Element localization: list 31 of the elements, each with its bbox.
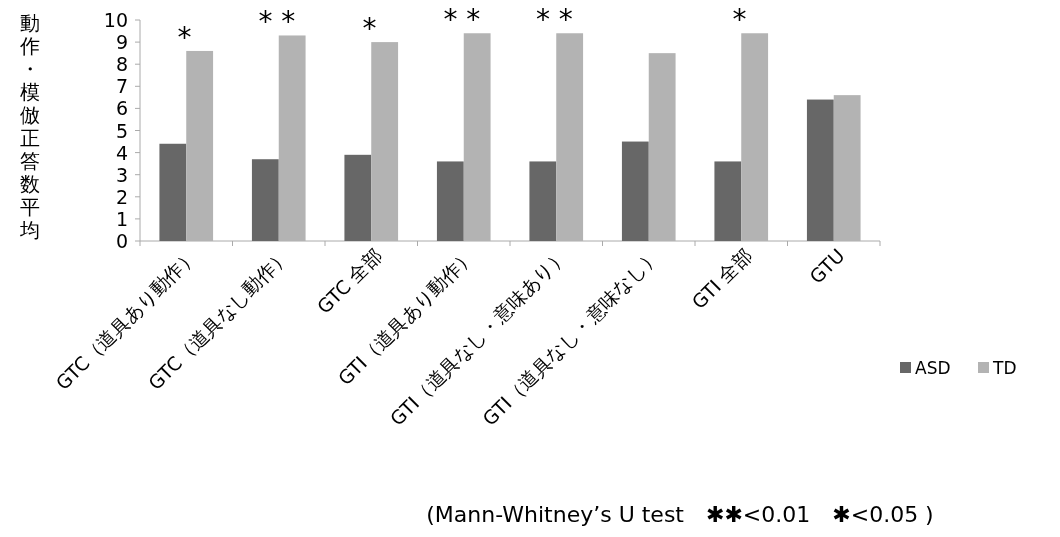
x-tick-label: GTI 全部: [687, 244, 757, 314]
y-tick-label: 9: [115, 31, 128, 54]
annotation: * *: [535, 3, 573, 37]
bar: [436, 161, 464, 241]
y-tick-label: 2: [115, 185, 128, 208]
annotation: *: [732, 3, 747, 37]
y-tick-label: 5: [115, 119, 128, 142]
y-tick-label: 10: [103, 9, 128, 31]
y-tick-label: 0: [115, 230, 128, 252]
annotation: *: [177, 20, 192, 54]
annotation: * *: [258, 5, 296, 39]
bar: [344, 154, 372, 241]
annotation: * *: [443, 3, 481, 37]
x-tick-label: GTC 全部: [312, 244, 387, 318]
y-tick-label: 8: [115, 53, 128, 76]
text: (Mann-Whitney’s U test ✱✱<0.01 ✱<0.05 ): [426, 502, 934, 527]
bar: [714, 161, 742, 241]
bar: [251, 159, 279, 241]
bar: [529, 161, 557, 241]
y-tick-label: 3: [115, 163, 128, 186]
legend-label: ASD: [915, 358, 951, 378]
bar: [806, 99, 834, 241]
y-tick-label: 1: [115, 207, 128, 230]
y-tick-label: 4: [115, 141, 128, 164]
text: 動作・模倣正答数平均: [20, 11, 40, 242]
bar: [621, 141, 649, 241]
bar: [159, 143, 187, 241]
legend-label: TD: [992, 358, 1017, 378]
y-tick-label: 6: [115, 97, 128, 120]
annotation: *: [362, 12, 377, 46]
y-tick-label: 7: [115, 75, 128, 98]
